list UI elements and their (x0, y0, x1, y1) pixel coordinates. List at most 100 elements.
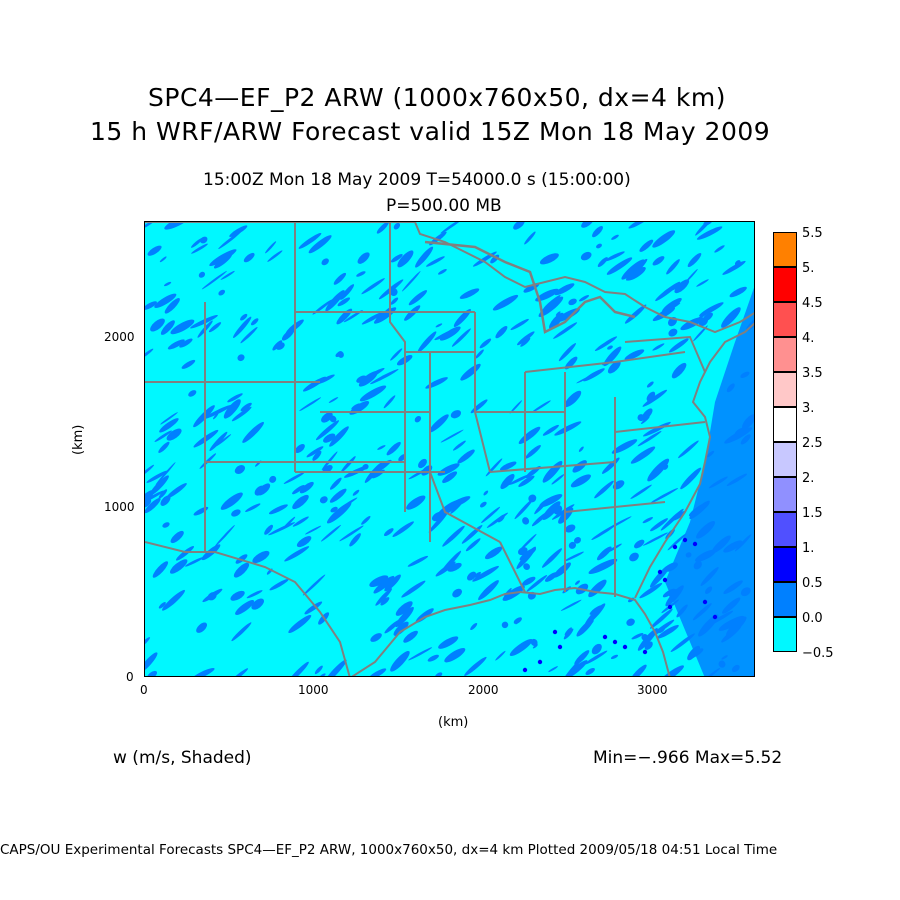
updraft-streak (605, 251, 625, 262)
updraft-streak (657, 624, 679, 639)
updraft-streak (452, 440, 466, 451)
updraft-streak (523, 563, 530, 570)
updraft-streak (521, 576, 536, 586)
updraft-streak (560, 599, 582, 611)
updraft-streak (484, 546, 503, 560)
colorbar-swatch (773, 477, 797, 512)
updraft-streak (478, 580, 499, 601)
updraft-streak (390, 650, 410, 672)
updraft-streak (230, 590, 245, 601)
y-tick-2000: 2000 (104, 330, 135, 344)
updraft-streak (386, 441, 401, 456)
colorbar-label: 5. (802, 261, 815, 276)
updraft-streak (198, 271, 206, 278)
updraft-streak (393, 222, 401, 230)
updraft-streak (185, 557, 204, 567)
updraft-streak (295, 443, 305, 454)
updraft-streak (329, 477, 342, 490)
updraft-streak (356, 375, 367, 383)
updraft-streak (343, 309, 363, 323)
updraft-streak (631, 633, 644, 640)
updraft-streak (668, 338, 689, 353)
updraft-streak (415, 246, 434, 268)
updraft-streak (722, 260, 746, 275)
updraft-streak (321, 451, 338, 471)
updraft-streak (612, 480, 625, 490)
updraft-streak (662, 298, 682, 313)
updraft-streak (663, 281, 686, 294)
updraft-streak (329, 415, 337, 423)
updraft-streak (390, 348, 403, 361)
updraft-streak (193, 506, 209, 516)
state-line-m2 (474, 312, 491, 473)
updraft-streak (568, 298, 577, 306)
updraft-streak (299, 397, 322, 412)
updraft-streak (305, 525, 322, 535)
updraft-streak (147, 245, 162, 256)
x-tick-0: 0 (140, 683, 148, 697)
updraft-streak (721, 307, 741, 328)
updraft-streak (630, 446, 656, 464)
updraft-streak (696, 226, 723, 240)
updraft-streak (268, 504, 288, 515)
updraft-streak (333, 272, 347, 285)
colorbar-label: 2. (802, 471, 815, 486)
updraft-streak (425, 377, 448, 389)
colorbar-swatch (773, 232, 797, 267)
updraft-streak (359, 385, 387, 402)
updraft-streak (460, 363, 481, 381)
updraft-streak (594, 480, 614, 499)
state-line-m5 (489, 461, 616, 473)
x-axis-label: (km) (438, 715, 469, 730)
updraft-streak (444, 647, 466, 663)
x-tick-3000: 3000 (637, 683, 668, 697)
updraft-streak (695, 222, 716, 236)
updraft-streak (166, 428, 182, 441)
updraft-streak (390, 254, 403, 263)
updraft-streak (158, 441, 170, 453)
updraft-streak (288, 614, 312, 634)
state-line-m6 (499, 541, 526, 593)
updraft-streak (233, 562, 250, 578)
updraft-streak (145, 464, 155, 478)
updraft-streak (169, 559, 188, 574)
updraft-streak (650, 518, 668, 532)
updraft-streak (191, 237, 203, 248)
colorbar-swatch (773, 302, 797, 337)
updraft-streak (666, 259, 680, 275)
updraft-streak (637, 414, 645, 422)
strong-updraft-cell (602, 634, 608, 640)
x-tick-1000: 1000 (298, 683, 329, 697)
updraft-streak (145, 497, 161, 514)
updraft-streak (245, 503, 261, 512)
updraft-streak (361, 515, 371, 525)
updraft-streak (251, 598, 265, 610)
updraft-streak (220, 492, 243, 510)
atlantic-coastline (634, 322, 754, 599)
updraft-streak (426, 256, 445, 267)
updraft-streak (584, 650, 608, 665)
time-line: 15:00Z Mon 18 May 2009 T=54000.0 s (15:0… (203, 170, 631, 190)
updraft-streak (407, 555, 429, 567)
updraft-streak (499, 461, 517, 471)
updraft-streak (304, 601, 323, 615)
updraft-streak (326, 502, 352, 524)
colorbar-swatch (773, 512, 797, 547)
updraft-streak (714, 245, 725, 253)
updraft-streak (250, 318, 259, 326)
updraft-streak (145, 490, 154, 507)
y-axis-label: (km) (71, 424, 86, 455)
updraft-streak (553, 562, 571, 578)
updraft-streak (517, 331, 535, 346)
updraft-streak (564, 551, 584, 562)
updraft-streak (479, 338, 492, 349)
updraft-streak (558, 343, 576, 362)
updraft-streak (314, 665, 323, 675)
updraft-streak (370, 369, 399, 385)
updraft-streak (170, 319, 195, 335)
colorbar-swatch (773, 372, 797, 407)
updraft-streak (574, 580, 581, 585)
updraft-streak (321, 412, 333, 423)
colorbar-label: 3.5 (802, 366, 823, 381)
updraft-streak (160, 412, 178, 425)
